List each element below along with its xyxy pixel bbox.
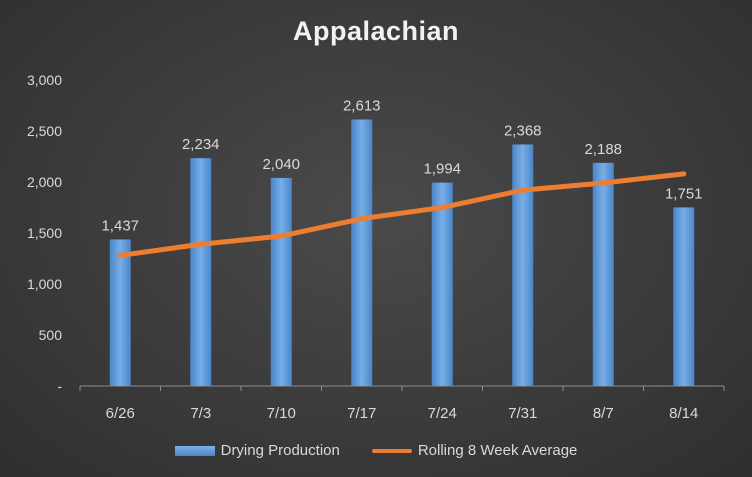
line-point bbox=[359, 216, 365, 222]
line-point bbox=[600, 180, 606, 186]
legend-line-swatch bbox=[371, 448, 412, 453]
bar-data-label: 1,437 bbox=[101, 217, 139, 234]
legend-bar-swatch bbox=[174, 445, 215, 456]
bar-data-label: 2,234 bbox=[182, 136, 220, 153]
y-tick-label: 2,500 bbox=[27, 123, 62, 139]
legend-label-drying-production: Drying Production bbox=[220, 442, 340, 459]
bar bbox=[592, 162, 614, 386]
legend-item-drying-production: Drying Production bbox=[174, 442, 340, 459]
bar bbox=[673, 207, 695, 386]
y-tick-label: 3,000 bbox=[27, 72, 62, 88]
x-tick-label: 7/17 bbox=[347, 405, 376, 422]
bar-data-label: 2,613 bbox=[343, 97, 381, 114]
line-point bbox=[117, 252, 123, 258]
bar bbox=[351, 119, 373, 386]
x-tick-label: 7/3 bbox=[190, 405, 211, 422]
x-tick-label: 7/31 bbox=[508, 405, 537, 422]
bar-data-label: 1,994 bbox=[423, 161, 461, 178]
y-tick-label: 2,000 bbox=[27, 174, 62, 190]
bar bbox=[512, 144, 534, 386]
rolling-average-line bbox=[117, 171, 687, 258]
bar-data-label: 2,040 bbox=[262, 156, 300, 173]
legend-label-rolling-average: Rolling 8 Week Average bbox=[417, 442, 578, 459]
x-tick-label: 7/24 bbox=[428, 405, 457, 422]
bar bbox=[109, 239, 131, 386]
y-tick-label: - bbox=[57, 378, 62, 394]
y-tick-label: 500 bbox=[39, 327, 63, 343]
bar bbox=[270, 177, 292, 386]
bar-data-label: 1,751 bbox=[665, 185, 703, 202]
legend: Drying Production Rolling 8 Week Average bbox=[0, 442, 752, 459]
bar bbox=[431, 182, 453, 386]
line-point bbox=[681, 171, 687, 177]
line-point bbox=[439, 205, 445, 210]
legend-item-rolling-average: Rolling 8 Week Average bbox=[371, 442, 578, 459]
x-tick-label: 7/10 bbox=[267, 405, 296, 422]
line-point bbox=[198, 241, 204, 247]
bar-data-label: 2,368 bbox=[504, 122, 542, 139]
x-tick-label: 6/26 bbox=[106, 405, 135, 422]
x-tick-label: 8/7 bbox=[593, 405, 614, 422]
bar-data-label: 2,188 bbox=[584, 141, 622, 158]
y-tick-label: 1,500 bbox=[27, 225, 62, 241]
y-tick-label: 1,000 bbox=[27, 276, 62, 292]
chart-title: Appalachian bbox=[292, 16, 460, 46]
bar bbox=[190, 158, 212, 386]
line-point bbox=[278, 233, 284, 239]
x-tick-label: 8/14 bbox=[669, 405, 698, 422]
line-point bbox=[520, 187, 526, 193]
